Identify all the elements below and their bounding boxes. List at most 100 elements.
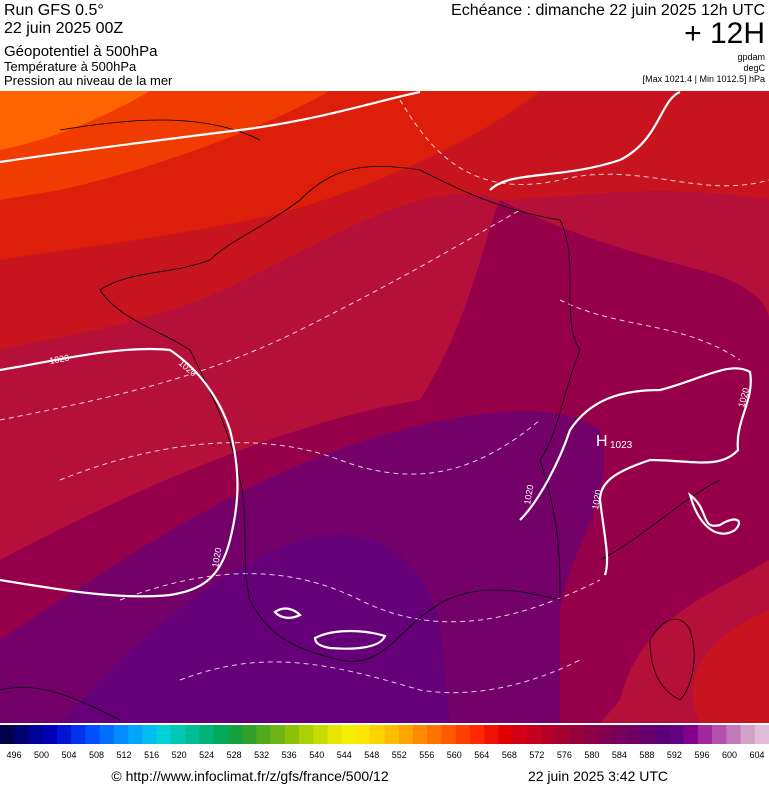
color-swatch <box>85 725 101 744</box>
scale-label: 540 <box>309 750 324 760</box>
color-swatch <box>42 725 58 744</box>
color-swatch <box>99 725 115 744</box>
scale-label: 556 <box>419 750 434 760</box>
color-swatch <box>170 725 186 744</box>
scale-label: 528 <box>227 750 242 760</box>
scale-label: 508 <box>89 750 104 760</box>
scale-label: 560 <box>447 750 462 760</box>
run-date: 22 juin 2025 00Z <box>4 20 123 37</box>
isobar-label: 1020 <box>590 489 603 510</box>
color-swatch <box>370 725 385 744</box>
color-swatch <box>270 725 286 744</box>
scale-label: 532 <box>254 750 269 760</box>
color-swatch <box>484 725 499 744</box>
color-swatch <box>356 725 371 744</box>
color-swatch <box>0 725 15 744</box>
color-swatch <box>412 725 428 744</box>
scale-label: 564 <box>474 750 489 760</box>
color-swatch <box>526 725 542 744</box>
color-swatch <box>213 725 229 744</box>
scale-label: 536 <box>282 750 297 760</box>
color-swatch <box>683 725 699 744</box>
run-title: Run GFS 0.5° <box>4 2 104 19</box>
color-swatch <box>640 725 656 744</box>
color-swatch <box>71 725 86 744</box>
color-swatch <box>341 725 357 744</box>
color-swatch <box>612 725 628 744</box>
field-area <box>60 534 450 723</box>
scale-label: 600 <box>722 750 737 760</box>
color-swatch <box>512 725 528 744</box>
color-swatch <box>227 725 243 744</box>
color-swatch <box>754 725 769 744</box>
color-scale: 496 500 504 508 512 516 520 524 528 532 536 540 544 5… <box>0 725 769 760</box>
field-title: Pression au niveau de la mer <box>4 73 173 88</box>
scale-label: 548 <box>364 750 379 760</box>
color-swatch <box>242 725 257 744</box>
lead-time: + 12H <box>684 17 765 50</box>
scale-label: 516 <box>144 750 159 760</box>
isobar-labels: 1020 1020 1020 1020 1020 1020 <box>49 353 752 569</box>
color-swatch <box>598 725 613 744</box>
field-title: Géopotentiel à 500hPa <box>4 43 158 60</box>
color-swatch <box>128 725 143 744</box>
color-swatch <box>56 725 72 744</box>
scale-label: 496 <box>6 750 21 760</box>
color-swatch <box>284 725 300 744</box>
color-swatch <box>28 725 44 744</box>
color-swatch <box>469 725 485 744</box>
color-swatch <box>555 725 571 744</box>
color-swatch <box>313 725 329 744</box>
high-pressure-letter: H <box>596 433 608 450</box>
color-swatch <box>256 725 272 744</box>
color-swatch <box>655 725 670 744</box>
color-swatch <box>583 725 599 744</box>
source: © http://www.infoclimat.fr/z/gfs/france/… <box>111 768 388 784</box>
isobar-label: 1020 <box>49 353 70 366</box>
color-swatch <box>142 725 158 744</box>
color-swatch <box>427 725 442 744</box>
color-swatch <box>626 725 642 744</box>
color-swatch <box>712 725 727 744</box>
color-swatch <box>398 725 414 744</box>
color-swatch <box>299 725 314 744</box>
pressure-range: [Max 1021.4 | Min 1012.5] hPa <box>643 74 765 84</box>
generated-time: 22 juin 2025 3:42 UTC <box>528 768 668 784</box>
color-swatch <box>740 725 756 744</box>
color-swatch <box>199 725 215 744</box>
field-area <box>0 91 150 150</box>
scale-label: 524 <box>199 750 214 760</box>
field-area <box>692 610 769 723</box>
scale-label: 572 <box>529 750 544 760</box>
color-swatch <box>498 725 514 744</box>
scale-label: 604 <box>749 750 764 760</box>
color-swatch <box>185 725 200 744</box>
scale-label: 584 <box>612 750 627 760</box>
color-swatch <box>726 725 742 744</box>
color-swatch <box>569 725 585 744</box>
scale-label: 596 <box>694 750 709 760</box>
color-swatch <box>455 725 471 744</box>
color-swatch <box>669 725 685 744</box>
valid-time: Echéance : dimanche 22 juin 2025 12h UTC <box>451 2 765 19</box>
color-swatch <box>384 725 400 744</box>
color-swatch <box>113 725 129 744</box>
isobar-label: 1020 <box>522 484 535 505</box>
color-swatch <box>697 725 713 744</box>
scale-label: 592 <box>667 750 682 760</box>
color-swatch <box>441 725 457 744</box>
scale-label: 520 <box>172 750 187 760</box>
map: 1020 1020 1020 1020 1020 1020 H 1023 <box>0 91 769 723</box>
temperature-contours <box>0 99 769 694</box>
scale-label: 568 <box>502 750 517 760</box>
scale-label: 544 <box>337 750 352 760</box>
scale-label: 580 <box>584 750 599 760</box>
field-title: Température à 500hPa <box>4 59 137 74</box>
unit: degC <box>743 63 765 73</box>
isobar-label: 1020 <box>210 547 223 568</box>
color-swatch <box>14 725 29 744</box>
scale-label: 512 <box>117 750 132 760</box>
scale-label: 500 <box>34 750 49 760</box>
